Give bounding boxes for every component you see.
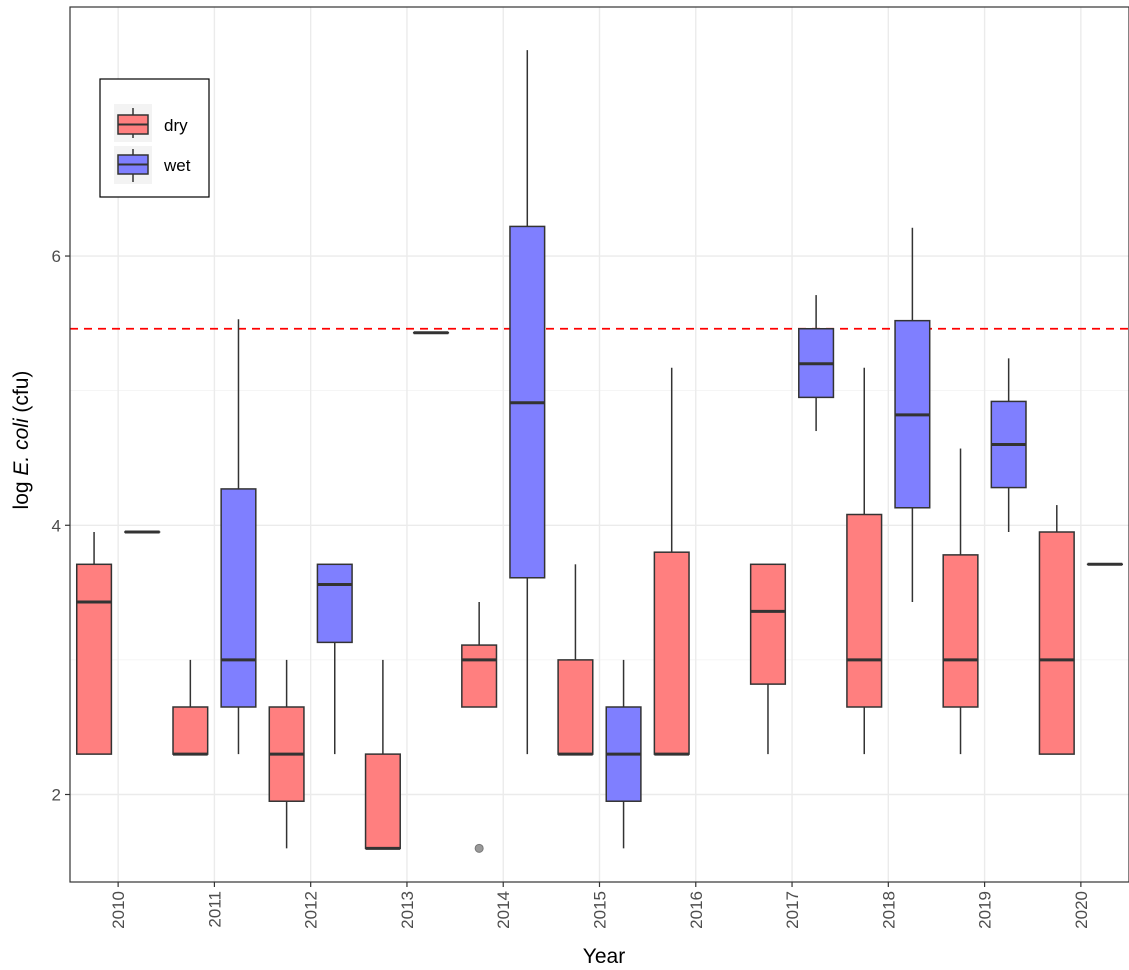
x-tick-label: 2016: [687, 891, 706, 929]
x-tick-label: 2020: [1072, 891, 1091, 929]
box-dry-2014: [461, 602, 498, 853]
box-body: [364, 753, 401, 850]
box-wet-2012: [316, 563, 353, 755]
legend-label-wet: wet: [163, 156, 191, 175]
x-tick-label: 2018: [879, 891, 898, 929]
x-tick-label: 2013: [398, 891, 417, 929]
y-tick-label: 4: [52, 516, 61, 535]
box-body: [942, 554, 979, 708]
outlier-point: [474, 843, 484, 853]
box-dry-2015: [557, 564, 594, 756]
legend-label-dry: dry: [164, 116, 188, 135]
series-wet: [124, 50, 1124, 849]
box-dry-2019: [942, 448, 979, 755]
y-tick-label: 2: [52, 786, 61, 805]
box-dry-2010: [75, 532, 113, 755]
x-axis-title: Year: [583, 945, 625, 968]
box-wet-2015: [605, 659, 642, 849]
box-wet-2014: [509, 50, 546, 755]
box-dry-2011: [172, 659, 209, 756]
y-axis-title-prefix: log: [10, 476, 33, 510]
axes: 2 4 6 2010 2011 2012 2013 2014 2015 2016 2017 2018 2…: [52, 247, 1091, 929]
box-series: [75, 50, 1124, 853]
box-body: [557, 659, 594, 755]
legend: dry wet: [99, 78, 210, 198]
x-tick-label: 2019: [976, 891, 995, 929]
box-body: [316, 563, 353, 644]
box-wet-2017: [798, 295, 835, 432]
box-body: [75, 563, 113, 755]
box-dry-2017: [749, 563, 787, 755]
box-body: [220, 488, 257, 708]
box-dry-2012: [268, 659, 305, 849]
series-dry: [75, 367, 1075, 853]
box-dry-2013: [364, 659, 401, 850]
box-body: [653, 551, 690, 755]
box-wet-2018: [894, 227, 931, 602]
box-wet-2019: [990, 358, 1027, 532]
x-tick-label: 2012: [302, 891, 321, 929]
box-body: [172, 706, 209, 755]
box-body: [1038, 531, 1075, 755]
x-tick-label: 2015: [591, 891, 610, 929]
x-tick-label: 2010: [109, 891, 128, 929]
y-axis-title: log E. coli (cfu): [10, 371, 33, 510]
box-dry-2018: [846, 367, 883, 755]
box-wet-2011: [220, 319, 257, 755]
box-body: [846, 513, 883, 708]
box-dry-2020: [1038, 505, 1075, 755]
y-axis-title-italic: E. coli: [10, 417, 33, 476]
x-tick-label: 2011: [205, 891, 224, 928]
box-dry-2016: [653, 367, 690, 756]
x-tick-label: 2017: [783, 891, 802, 929]
box-body: [749, 563, 787, 685]
y-tick-label: 6: [52, 247, 61, 266]
y-axis-title-suffix: (cfu): [10, 371, 33, 419]
x-tick-label: 2014: [494, 891, 513, 929]
box-body: [461, 644, 498, 708]
